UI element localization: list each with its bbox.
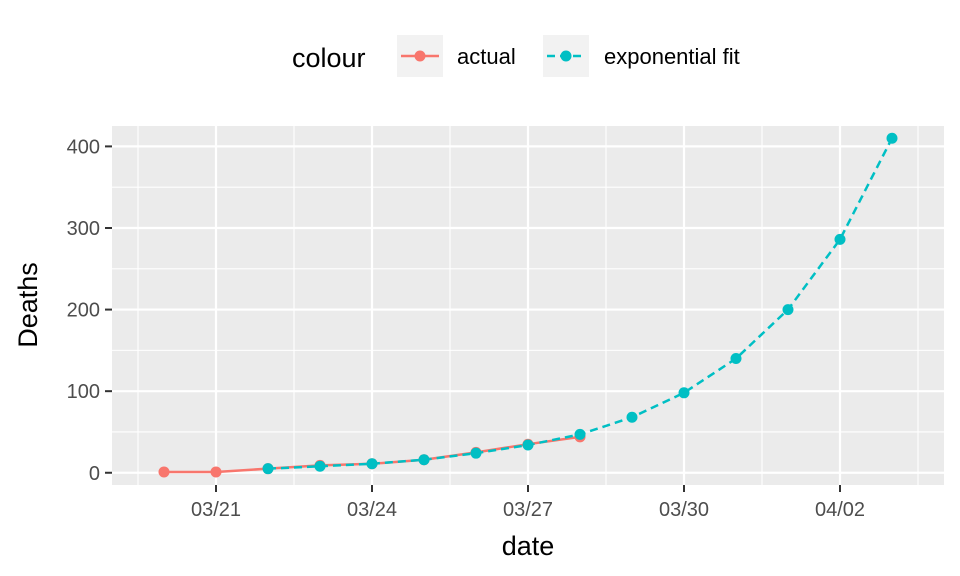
- x-axis-title: date: [502, 531, 555, 561]
- point-actual: [158, 466, 170, 478]
- point-exponential-fit: [730, 353, 742, 365]
- x-tick-label: 03/24: [347, 499, 397, 521]
- point-exponential-fit: [314, 460, 326, 472]
- legend-label-actual: actual: [457, 44, 516, 69]
- point-exponential-fit: [886, 132, 898, 144]
- legend-title: colour: [292, 43, 366, 73]
- legend-point-fit: [560, 50, 572, 62]
- series-layer: [158, 132, 898, 478]
- legend-label-fit: exponential fit: [604, 44, 740, 69]
- point-exponential-fit: [574, 428, 586, 440]
- point-exponential-fit: [626, 411, 638, 423]
- point-exponential-fit: [782, 304, 794, 316]
- y-tick-label: 400: [67, 136, 100, 158]
- point-actual: [210, 466, 222, 478]
- y-axis: 0 100 200 300 400: [67, 136, 112, 485]
- legend-point-actual: [414, 50, 426, 62]
- x-tick-label: 03/30: [659, 499, 709, 521]
- x-axis: 03/21 03/24 03/27 03/30 04/02: [191, 485, 865, 521]
- x-tick-label: 03/27: [503, 499, 553, 521]
- point-exponential-fit: [418, 454, 430, 466]
- y-tick-label: 100: [67, 381, 100, 403]
- y-axis-title: Deaths: [13, 262, 43, 348]
- x-tick-label: 03/21: [191, 499, 241, 521]
- point-exponential-fit: [522, 439, 534, 451]
- point-exponential-fit: [678, 387, 690, 399]
- legend: colour actual exponential fit: [292, 35, 740, 77]
- point-exponential-fit: [366, 458, 378, 470]
- point-exponential-fit: [834, 233, 846, 245]
- y-tick-label: 0: [89, 463, 100, 485]
- point-exponential-fit: [262, 463, 274, 475]
- x-tick-label: 04/02: [815, 499, 865, 521]
- point-exponential-fit: [470, 447, 482, 459]
- grid-major: [112, 126, 944, 485]
- y-tick-label: 300: [67, 218, 100, 240]
- y-tick-label: 200: [67, 300, 100, 322]
